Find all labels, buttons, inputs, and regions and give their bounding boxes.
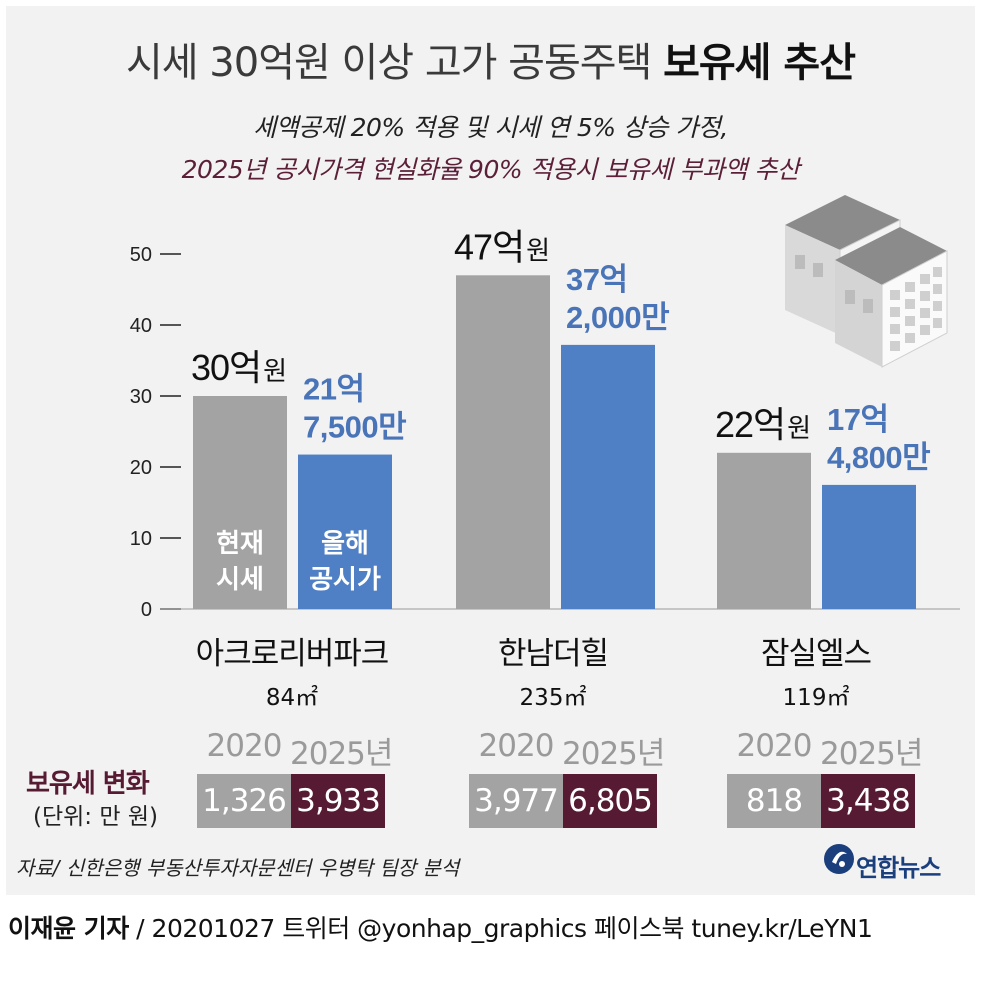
yonhap-logo-icon — [824, 844, 854, 874]
series-name-label: 공시가 — [309, 564, 381, 594]
y-tick-label: 0 — [141, 599, 152, 621]
subtitle-line-1: 세액공제 20% 적용 및 시세 연 5% 상승 가정, — [253, 113, 728, 142]
market-price-bar — [193, 396, 287, 609]
official-price-value-label: 21억 — [303, 372, 365, 407]
tax-change-label: 보유세 변화 — [26, 769, 150, 799]
year-2025-label: 2025년 — [562, 736, 665, 772]
market-price-bar — [717, 452, 811, 609]
chart-title: 시세 30억원 이상 고가 공동주택 보유세 추산 — [125, 40, 856, 86]
y-tick-label: 50 — [130, 244, 152, 266]
subtitle-line-2: 2025년 공시가격 현실화율 90% 적용시 보유세 부과액 추산 — [181, 155, 800, 184]
market-price-value-label: 30억원 — [191, 347, 286, 388]
tax-2025-cell: 6,805 — [563, 774, 657, 828]
value-unit-label: 원 — [787, 413, 810, 443]
apartment-building-icon — [785, 195, 948, 368]
tax-2020-cell: 3,977 — [469, 774, 563, 828]
footer-info: / 20201027 트위터 @yonhap_graphics 페이스북 tun… — [128, 914, 873, 943]
yonhap-logo-text: 연합뉴스 — [856, 854, 941, 882]
year-2025-label: 2025년 — [290, 736, 393, 772]
y-tick-label: 30 — [130, 386, 152, 408]
market-price-value-label: 22억원 — [715, 404, 810, 445]
official-price-bar — [561, 344, 655, 609]
category-area: 84㎡ — [265, 685, 319, 711]
official-price-value-label: 2,000만 — [566, 300, 669, 335]
category-name: 아크로리버파크 — [195, 636, 390, 672]
tax-2020-cell: 818 — [727, 774, 821, 828]
year-2020-label: 2020 — [478, 728, 555, 764]
y-tick-label: 10 — [130, 528, 152, 550]
category-name: 잠실엘스 — [760, 636, 872, 672]
tax-2020-cell: 1,326 — [197, 774, 291, 828]
chart-title-bold: 보유세 추산 — [663, 40, 856, 86]
tax-unit-label: (단위: 만 원) — [33, 804, 158, 830]
category-name: 한남더힐 — [497, 636, 609, 672]
series-name-label: 올해 — [321, 528, 369, 558]
value-unit-label: 원 — [526, 235, 549, 265]
value-unit-label: 원 — [263, 356, 286, 386]
market-price-value-label: 47억원 — [454, 226, 549, 267]
footer-credit: 이재윤 기자 / 20201027 트위터 @yonhap_graphics 페… — [8, 909, 873, 945]
official-price-value-label: 7,500만 — [303, 410, 406, 445]
reporter-name: 이재윤 기자 — [8, 914, 129, 943]
category-area: 235㎡ — [519, 685, 587, 711]
tax-2025-cell: 3,933 — [291, 774, 385, 828]
series-name-label: 현재 — [216, 528, 264, 558]
category-area: 119㎡ — [782, 685, 850, 711]
source-note: 자료/ 신한은행 부동산투자자문센터 우병탁 팀장 분석 — [16, 856, 460, 880]
tax-2025-cell: 3,438 — [821, 774, 915, 828]
year-2025-label: 2025년 — [820, 736, 923, 772]
y-tick-label: 40 — [130, 315, 152, 337]
year-2020-label: 2020 — [736, 728, 813, 764]
y-tick-label: 20 — [130, 457, 152, 479]
market-price-bar — [456, 275, 550, 609]
official-price-bar — [298, 454, 392, 609]
official-price-value-label: 4,800만 — [827, 440, 930, 475]
year-2020-label: 2020 — [206, 728, 283, 764]
series-name-label: 시세 — [216, 564, 264, 594]
official-price-bar — [822, 484, 916, 609]
official-price-value-label: 37억 — [566, 262, 628, 297]
official-price-value-label: 17억 — [827, 402, 889, 437]
